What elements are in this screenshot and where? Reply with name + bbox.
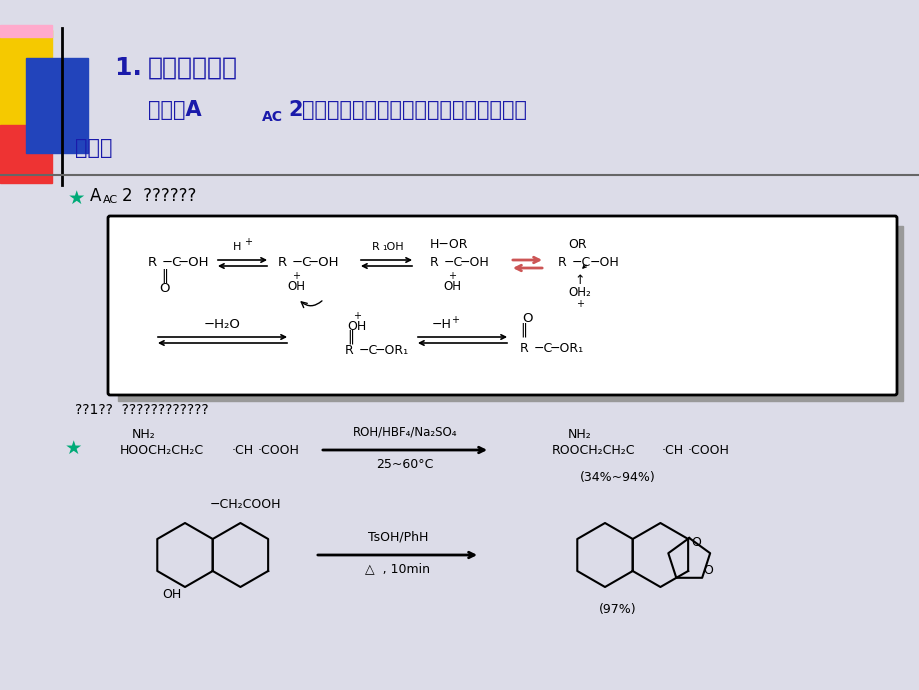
Text: ROH/HBF₄/Na₂SO₄: ROH/HBF₄/Na₂SO₄ <box>352 426 457 439</box>
Text: +: + <box>575 299 584 309</box>
Text: OH: OH <box>162 589 181 602</box>
Text: OR: OR <box>567 239 586 251</box>
Text: OH₂: OH₂ <box>568 286 591 299</box>
Text: +: + <box>448 271 456 281</box>
Bar <box>0 125 52 183</box>
Text: R: R <box>278 257 287 270</box>
Bar <box>26 58 88 153</box>
Text: ★: ★ <box>68 188 85 208</box>
Text: OH: OH <box>287 281 305 293</box>
Text: OH: OH <box>347 319 367 333</box>
Text: 一般为A: 一般为A <box>148 100 201 120</box>
Text: −H₂O: −H₂O <box>203 319 240 331</box>
Bar <box>0 30 52 125</box>
Text: OH: OH <box>443 281 460 293</box>
Text: O: O <box>702 564 712 578</box>
Text: ·CH: ·CH <box>232 444 254 457</box>
Text: ·COOH: ·COOH <box>257 444 300 457</box>
Text: O: O <box>690 536 700 549</box>
Text: ‖: ‖ <box>162 268 168 284</box>
Text: −OH: −OH <box>177 257 210 270</box>
Bar <box>0 25 52 37</box>
Text: AC: AC <box>262 110 283 124</box>
Text: −OH: −OH <box>589 257 619 270</box>
Text: −C: −C <box>572 257 591 270</box>
Text: −OH: −OH <box>460 257 489 270</box>
Text: R: R <box>519 342 528 355</box>
Text: R: R <box>558 257 566 270</box>
Text: R: R <box>345 344 354 357</box>
Text: R: R <box>148 257 157 270</box>
Bar <box>118 226 902 401</box>
Text: ??1??  ????????????: ??1?? ???????????? <box>75 403 209 417</box>
Text: 2  ??????: 2 ?????? <box>122 187 196 205</box>
Text: −OR₁: −OR₁ <box>550 342 584 355</box>
Text: −C: −C <box>533 342 552 355</box>
Text: H: H <box>233 242 241 252</box>
Text: AC: AC <box>103 195 118 205</box>
Text: −C: −C <box>358 344 378 357</box>
Text: +: + <box>450 315 459 325</box>
Text: 1.: 1. <box>115 56 151 80</box>
Text: △  , 10min: △ , 10min <box>365 562 430 575</box>
Text: ₁OH: ₁OH <box>381 242 403 252</box>
Text: ↑: ↑ <box>574 275 584 288</box>
Text: ·CH: ·CH <box>662 444 684 457</box>
Text: R: R <box>429 257 438 270</box>
Text: O: O <box>160 282 170 295</box>
Text: H−OR: H−OR <box>429 239 468 251</box>
Text: HOOCH₂CH₂C: HOOCH₂CH₂C <box>119 444 204 457</box>
Text: (34%~94%): (34%~94%) <box>580 471 655 484</box>
Text: −C: −C <box>444 257 463 270</box>
Text: ·COOH: ·COOH <box>687 444 729 457</box>
Text: +: + <box>353 311 360 321</box>
Text: 25~60°C: 25~60°C <box>376 457 433 471</box>
Text: +: + <box>244 237 252 247</box>
Text: NH₂: NH₂ <box>131 428 155 440</box>
Text: ‖: ‖ <box>347 330 354 344</box>
Text: ★: ★ <box>65 439 83 457</box>
Text: 羧酸为酰化剂: 羧酸为酰化剂 <box>148 56 238 80</box>
Text: 机理：: 机理： <box>75 138 112 158</box>
Text: R: R <box>371 242 380 252</box>
Text: (97%): (97%) <box>598 602 636 615</box>
Text: 2: 2 <box>288 100 302 120</box>
Text: TsOH/PhH: TsOH/PhH <box>368 531 427 544</box>
Text: +: + <box>291 271 300 281</box>
Text: ‖: ‖ <box>520 323 527 337</box>
Text: −H: −H <box>432 319 451 331</box>
Text: −CH₂COOH: −CH₂COOH <box>210 498 281 511</box>
Text: ROOCH₂CH₂C: ROOCH₂CH₂C <box>551 444 635 457</box>
Text: −OR₁: −OR₁ <box>375 344 409 357</box>
FancyBboxPatch shape <box>108 216 896 395</box>
Text: （表示酸催化下酰氧断裂的双分子反应）: （表示酸催化下酰氧断裂的双分子反应） <box>301 100 527 120</box>
Text: −C: −C <box>162 257 182 270</box>
Text: A: A <box>90 187 101 205</box>
Text: O: O <box>522 311 533 324</box>
Text: NH₂: NH₂ <box>567 428 591 440</box>
Text: −OH: −OH <box>308 257 339 270</box>
Text: −C: −C <box>291 257 312 270</box>
